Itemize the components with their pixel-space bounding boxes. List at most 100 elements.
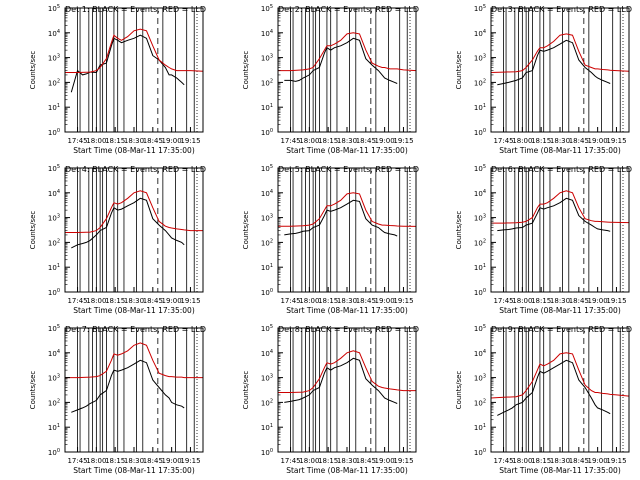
panel-det-7: 100 101 102 103 104 105 17:4518:0018:1518:3018… xyxy=(29,324,206,475)
x-axis-label: Start Time (08-Mar-11 17:35:00) xyxy=(286,146,408,155)
x-tick-label: 19:00 xyxy=(162,297,182,305)
y-tick-label: 103 xyxy=(261,54,273,63)
x-tick-label: 18:15 xyxy=(105,457,125,465)
x-tick-label: 18:00 xyxy=(299,297,319,305)
y-tick-label: 103 xyxy=(261,374,273,383)
y-tick-label: 105 xyxy=(474,324,486,333)
x-tick-label: 19:15 xyxy=(393,297,413,305)
series-events-line xyxy=(497,359,611,416)
x-tick-label: 19:15 xyxy=(180,297,200,305)
plot-frame xyxy=(64,327,204,453)
x-tick-label: 18:15 xyxy=(531,457,551,465)
series-lld-line xyxy=(490,352,630,399)
series-lld-line xyxy=(65,190,203,233)
y-tick-label: 103 xyxy=(261,214,273,223)
y-tick-label: 100 xyxy=(48,288,60,297)
panel-det-5: 100 101 102 103 104 105 17:4518:0018:1518:3018… xyxy=(242,164,419,315)
series-events-line xyxy=(284,199,398,237)
x-tick-label: 17:45 xyxy=(493,297,513,305)
y-axis-label: Counts/sec xyxy=(242,371,250,410)
x-tick-label: 19:15 xyxy=(180,457,200,465)
y-tick-label: 103 xyxy=(474,214,486,223)
x-tick-label: 18:00 xyxy=(512,297,532,305)
y-axis-label: Counts/sec xyxy=(242,51,250,90)
x-tick-label: 18:45 xyxy=(569,137,589,145)
panel-title: Det 9: BLACK = Events, RED = LLD xyxy=(491,325,632,334)
y-tick-label: 104 xyxy=(48,349,60,358)
y-tick-label: 100 xyxy=(474,128,486,137)
x-axis-label: Start Time (08-Mar-11 17:35:00) xyxy=(73,146,195,155)
plot-frame xyxy=(64,7,204,133)
x-tick-label: 17:45 xyxy=(493,137,513,145)
plot-frame xyxy=(490,327,630,453)
y-tick-label: 100 xyxy=(261,128,273,137)
series-events-line xyxy=(71,359,185,413)
y-tick-label: 104 xyxy=(474,189,486,198)
y-tick-label: 100 xyxy=(474,288,486,297)
x-axis-label: Start Time (08-Mar-11 17:35:00) xyxy=(73,306,195,315)
x-tick-label: 19:00 xyxy=(588,457,608,465)
y-tick-label: 102 xyxy=(474,398,486,407)
x-tick-label: 18:45 xyxy=(356,137,376,145)
x-axis-label: Start Time (08-Mar-11 17:35:00) xyxy=(499,306,621,315)
x-tick-label: 17:45 xyxy=(67,297,87,305)
x-tick-label: 17:45 xyxy=(67,457,87,465)
x-tick-label: 19:15 xyxy=(393,137,413,145)
x-tick-label: 18:30 xyxy=(337,457,357,465)
y-tick-label: 105 xyxy=(474,164,486,173)
x-tick-label: 18:45 xyxy=(143,457,163,465)
series-events-line xyxy=(284,37,398,84)
x-tick-label: 19:00 xyxy=(375,137,395,145)
y-tick-label: 101 xyxy=(48,103,60,112)
plot-frame xyxy=(490,167,630,293)
y-tick-label: 103 xyxy=(48,214,60,223)
x-tick-label: 18:45 xyxy=(356,297,376,305)
x-tick-label: 18:15 xyxy=(531,297,551,305)
series-lld-line xyxy=(65,28,204,73)
x-axis-label: Start Time (08-Mar-11 17:35:00) xyxy=(286,306,408,315)
x-tick-label: 19:15 xyxy=(393,457,413,465)
panel-det-8: 100 101 102 103 104 105 17:4518:0018:1518:3018… xyxy=(242,324,419,475)
y-tick-label: 102 xyxy=(474,238,486,247)
y-tick-label: 104 xyxy=(474,349,486,358)
x-tick-label: 18:00 xyxy=(299,457,319,465)
y-tick-label: 100 xyxy=(48,128,60,137)
y-tick-label: 102 xyxy=(474,78,486,87)
x-tick-label: 19:00 xyxy=(375,457,395,465)
x-tick-label: 19:15 xyxy=(606,137,626,145)
y-tick-label: 102 xyxy=(48,78,60,87)
y-tick-label: 104 xyxy=(474,29,486,38)
x-tick-label: 18:45 xyxy=(569,457,589,465)
panel-title: Det 3: BLACK = Events, RED = LLD xyxy=(491,5,632,14)
x-tick-label: 18:15 xyxy=(531,137,551,145)
x-tick-label: 18:00 xyxy=(86,457,106,465)
x-tick-label: 18:30 xyxy=(124,297,144,305)
y-tick-label: 104 xyxy=(261,189,273,198)
x-tick-label: 19:15 xyxy=(180,137,200,145)
y-tick-label: 105 xyxy=(261,164,273,173)
x-tick-label: 18:15 xyxy=(105,297,125,305)
x-tick-label: 18:15 xyxy=(318,457,338,465)
series-lld-line xyxy=(491,190,630,224)
x-tick-label: 19:00 xyxy=(375,297,395,305)
panel-title: Det 6: BLACK = Events, RED = LLD xyxy=(491,165,632,174)
y-tick-label: 104 xyxy=(48,29,60,38)
x-tick-label: 17:45 xyxy=(280,137,300,145)
panel-title: Det 8: BLACK = Events, RED = LLD xyxy=(278,325,419,334)
x-tick-label: 18:15 xyxy=(105,137,125,145)
series-lld-line xyxy=(278,192,417,227)
x-tick-label: 18:30 xyxy=(337,297,357,305)
x-tick-label: 18:30 xyxy=(124,457,144,465)
y-tick-label: 100 xyxy=(48,448,60,457)
x-tick-label: 18:15 xyxy=(318,137,338,145)
x-tick-label: 19:00 xyxy=(162,137,182,145)
panel-det-1: 100 101 102 103 104 105 17:4518:0018:1518:3018… xyxy=(29,4,206,155)
y-tick-label: 105 xyxy=(261,4,273,13)
y-tick-label: 101 xyxy=(474,423,486,432)
y-tick-label: 101 xyxy=(261,423,273,432)
panel-det-2: 100 101 102 103 104 105 17:4518:0018:1518:3018… xyxy=(242,4,419,155)
y-tick-label: 105 xyxy=(48,164,60,173)
x-tick-label: 18:30 xyxy=(550,297,570,305)
x-axis-label: Start Time (08-Mar-11 17:35:00) xyxy=(73,466,195,475)
x-tick-label: 18:30 xyxy=(337,137,357,145)
